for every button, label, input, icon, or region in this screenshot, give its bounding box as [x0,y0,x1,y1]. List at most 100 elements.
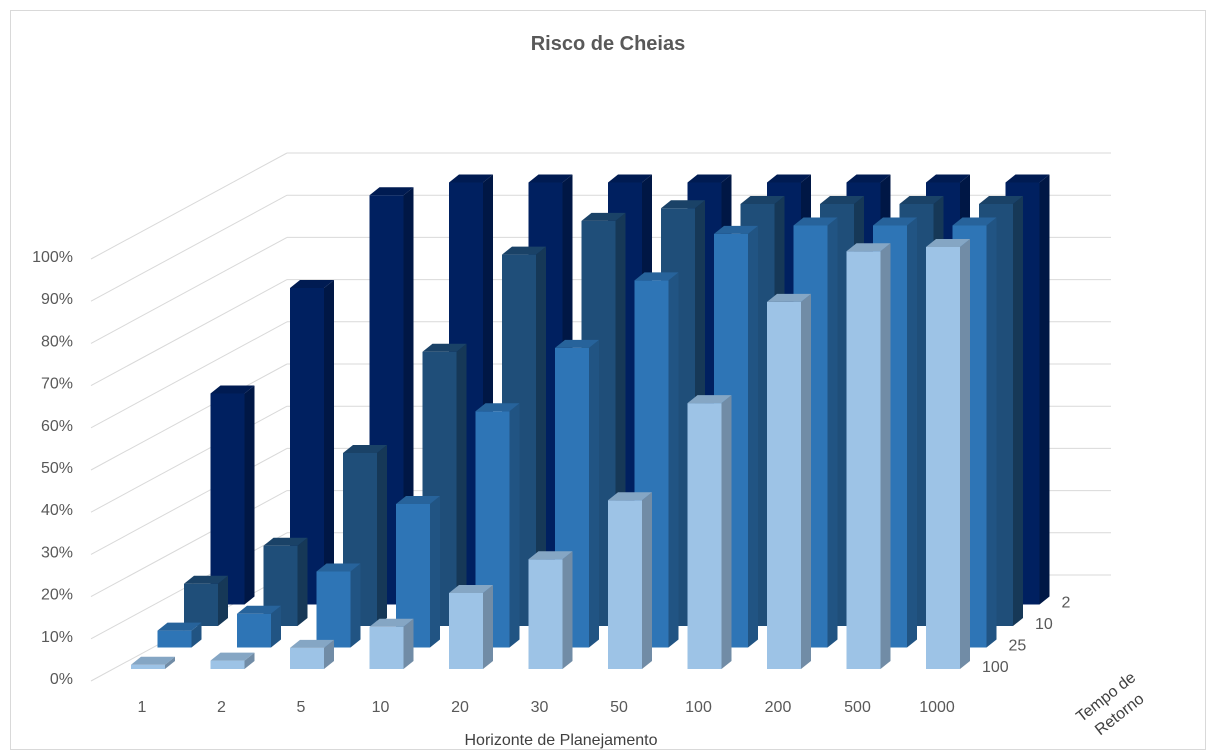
y-tick-label: 30% [41,544,73,561]
bar-top [687,174,732,183]
bar [926,239,970,669]
bar-top [608,174,652,183]
gridline-wall [90,321,288,429]
bar-side [1039,174,1050,605]
y-tick-label: 90% [41,291,73,308]
chart-canvas: Risco de Cheias 0% 10% 20% 30% 40% 50% 60% 70% 80… [32,33,1147,749]
bar-side [244,385,255,605]
bar-side [324,639,334,669]
gridline-wall [90,236,288,344]
bar-top [581,212,626,221]
gridline-wall [90,279,288,387]
bar-side [244,652,255,669]
gridline-wall [90,152,288,260]
bar-side [509,403,520,648]
bar-top [793,217,838,226]
bar [369,618,414,669]
bar-side [827,217,838,648]
chart-title: Risco de Cheias [531,33,686,55]
bar-front [767,301,801,669]
bar-front [846,251,881,669]
bar-top [687,395,732,404]
bar-side [960,239,970,669]
bar-side [377,445,387,626]
bar-side [880,243,891,669]
x-tick-label: 10 [372,699,390,716]
bar-front [131,664,165,669]
bar-top [184,575,228,584]
bar-top [422,343,467,352]
gridline-wall [90,447,288,555]
bar-front [210,660,245,669]
bar-top [873,217,917,226]
bar-side [642,492,652,669]
bar-front [396,504,430,648]
bar-side [430,496,440,648]
bar-side [350,563,361,648]
bars [131,174,1050,669]
bar [449,585,493,669]
bar-front [608,500,642,669]
bar-top [475,403,520,412]
bar-front [157,630,192,648]
bar-side [297,537,308,626]
bar [290,639,334,669]
bar-top [846,174,891,183]
bar-top [369,618,414,627]
bar-side [403,618,414,669]
y-tick-label: 60% [41,418,73,435]
bar [316,563,361,648]
bar-side [324,280,334,605]
bar-top [502,246,546,255]
bar-top [528,174,573,183]
bar [210,385,255,605]
bar-side [271,605,281,648]
bar [184,575,228,626]
x-axis-title: Horizonte de Planejamento [464,732,657,749]
bar-side [986,217,997,648]
bar-front [184,583,218,626]
bar-top [952,217,997,226]
bar-top [449,174,493,183]
bar-top [210,385,255,394]
x-tick-label: 20 [451,699,469,716]
bar-front [210,393,245,605]
bar-top [714,225,758,234]
bar-top [979,196,1023,204]
bar-side [483,585,493,669]
x-tick-label: 500 [844,699,871,716]
series-label: 25 [1009,638,1027,655]
bar-top [263,537,308,546]
bar-top [608,492,652,501]
bar [290,280,334,605]
bar-top [131,656,175,665]
bar-side [536,246,546,626]
bar-top [767,293,811,302]
y-tick-label: 10% [41,629,73,646]
bar-side [456,343,467,626]
chart-frame: Risco de Cheias 0% 10% 20% 30% 40% 50% 60% 70% 80… [10,10,1206,750]
bar-side [721,395,732,669]
series-label: 100 [982,659,1009,676]
x-tick-label: 50 [610,699,628,716]
bar-top [899,196,944,204]
bar [687,395,732,669]
bar-top [634,272,679,281]
bar-top [369,187,414,196]
x-tick-label: 2 [217,699,226,716]
bar-front [237,613,271,648]
bar-top [846,243,891,252]
x-tick-label: 30 [531,699,549,716]
x-tick-label: 200 [765,699,792,716]
series-label: 2 [1062,595,1071,612]
bar-top [343,445,387,453]
y-tick-label: 50% [41,460,73,477]
bar-front [290,647,324,669]
bar-side [748,225,758,648]
y-tick-label: 100% [32,249,73,266]
bar-top [767,174,811,183]
x-tick-label: 1 [138,699,147,716]
bar-top [661,200,705,209]
bar-top [555,339,599,348]
bar-front [687,403,722,669]
